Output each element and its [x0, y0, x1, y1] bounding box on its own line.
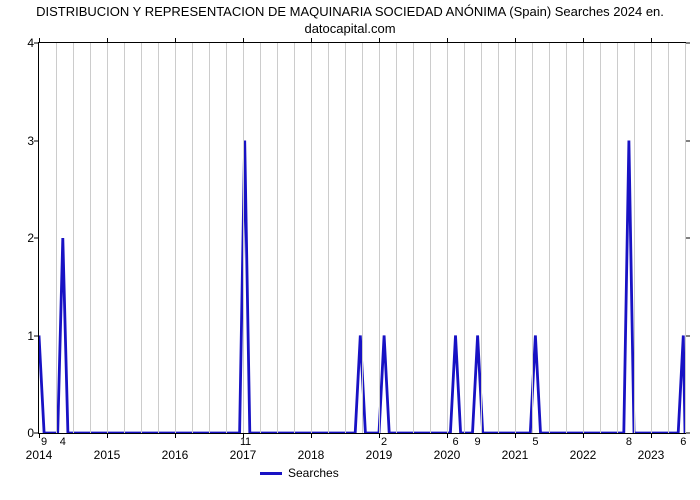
y-tick: [686, 43, 690, 44]
chart-title: DISTRIBUCION Y REPRESENTACION DE MAQUINA…: [0, 0, 700, 38]
y-tick: [686, 433, 690, 434]
grid-line: [583, 43, 584, 433]
grid-line: [294, 43, 295, 433]
grid-line: [243, 43, 244, 433]
grid-line: [260, 43, 261, 433]
x-tick: [379, 38, 380, 42]
data-point-label: 2: [381, 436, 387, 448]
grid-line: [668, 43, 669, 433]
chart-container: DISTRIBUCION Y REPRESENTACION DE MAQUINA…: [0, 0, 700, 500]
x-tick-label: 2014: [26, 448, 53, 462]
data-point-label: 6: [452, 436, 458, 448]
grid-line: [498, 43, 499, 433]
x-tick: [175, 38, 176, 42]
x-tick: [311, 434, 312, 438]
x-tick: [447, 434, 448, 438]
grid-line: [430, 43, 431, 433]
x-tick: [515, 434, 516, 438]
y-tick: [34, 140, 38, 141]
x-tick: [39, 38, 40, 42]
grid-line: [90, 43, 91, 433]
data-point-label: 4: [60, 436, 66, 448]
grid-line: [464, 43, 465, 433]
data-point-label: 6: [680, 436, 686, 448]
x-tick-label: 2016: [162, 448, 189, 462]
grid-line: [549, 43, 550, 433]
grid-line: [362, 43, 363, 433]
data-point-label: 8: [626, 436, 632, 448]
x-tick-label: 2022: [570, 448, 597, 462]
legend: Searches: [260, 466, 339, 480]
plot-area: [38, 42, 686, 434]
grid-line: [56, 43, 57, 433]
grid-line: [515, 43, 516, 433]
y-tick-label: 1: [27, 329, 34, 343]
y-tick: [34, 433, 38, 434]
grid-line: [141, 43, 142, 433]
legend-label: Searches: [288, 466, 339, 480]
data-point-label: 9: [475, 436, 481, 448]
data-point-label: 5: [532, 436, 538, 448]
y-tick: [686, 238, 690, 239]
legend-swatch: [260, 472, 282, 475]
grid-line: [600, 43, 601, 433]
y-tick: [34, 43, 38, 44]
data-point-label: 1: [245, 436, 251, 448]
x-tick-label: 2020: [434, 448, 461, 462]
x-tick: [39, 434, 40, 438]
x-tick: [243, 38, 244, 42]
grid-line: [226, 43, 227, 433]
x-tick: [107, 38, 108, 42]
grid-line: [277, 43, 278, 433]
grid-line: [107, 43, 108, 433]
y-tick-label: 3: [27, 134, 34, 148]
title-line-2: datocapital.com: [304, 21, 395, 36]
grid-line: [447, 43, 448, 433]
grid-line: [651, 43, 652, 433]
grid-line: [345, 43, 346, 433]
y-tick-label: 4: [27, 36, 34, 50]
y-tick: [686, 140, 690, 141]
x-tick-label: 2015: [94, 448, 121, 462]
y-tick: [686, 335, 690, 336]
x-tick: [651, 38, 652, 42]
grid-line: [209, 43, 210, 433]
grid-line: [532, 43, 533, 433]
x-tick-label: 2019: [366, 448, 393, 462]
x-tick: [651, 434, 652, 438]
x-tick: [175, 434, 176, 438]
x-tick-label: 2023: [638, 448, 665, 462]
grid-line: [124, 43, 125, 433]
grid-line: [396, 43, 397, 433]
x-tick: [447, 38, 448, 42]
title-line-1: DISTRIBUCION Y REPRESENTACION DE MAQUINA…: [36, 4, 664, 19]
grid-line: [413, 43, 414, 433]
x-tick-label: 2021: [502, 448, 529, 462]
x-tick: [107, 434, 108, 438]
x-tick: [583, 434, 584, 438]
x-tick-label: 2018: [298, 448, 325, 462]
grid-line: [566, 43, 567, 433]
grid-line: [634, 43, 635, 433]
grid-line: [617, 43, 618, 433]
grid-line: [192, 43, 193, 433]
x-tick: [515, 38, 516, 42]
x-tick: [311, 38, 312, 42]
grid-line: [311, 43, 312, 433]
grid-line: [328, 43, 329, 433]
y-tick: [34, 335, 38, 336]
data-point-label: 9: [41, 436, 47, 448]
grid-line: [481, 43, 482, 433]
grid-line: [73, 43, 74, 433]
grid-line: [379, 43, 380, 433]
x-tick: [583, 38, 584, 42]
grid-line: [175, 43, 176, 433]
y-tick-label: 2: [27, 231, 34, 245]
y-tick-label: 0: [27, 426, 34, 440]
x-tick-label: 2017: [230, 448, 257, 462]
y-tick: [34, 238, 38, 239]
x-tick: [379, 434, 380, 438]
grid-line: [158, 43, 159, 433]
